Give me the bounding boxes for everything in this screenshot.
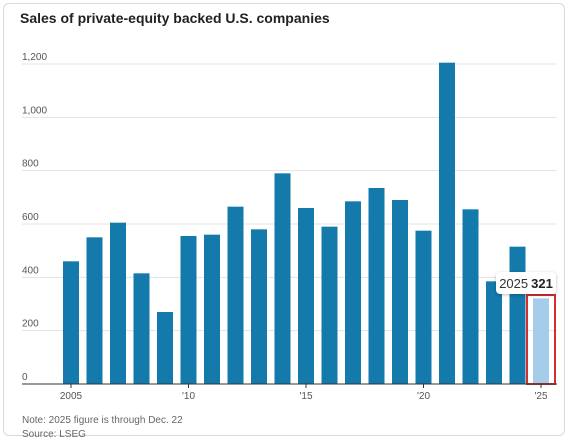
bar-2012 bbox=[227, 206, 244, 384]
callout-year: 2025 bbox=[499, 275, 529, 291]
bar-2016 bbox=[321, 226, 338, 384]
bar-2022 bbox=[462, 209, 479, 384]
y-tick-label: 800 bbox=[22, 159, 39, 170]
bar-2013 bbox=[251, 229, 267, 384]
bar-2021 bbox=[439, 62, 455, 385]
bar-2014 bbox=[274, 173, 291, 384]
bars bbox=[63, 62, 556, 385]
bar-2010 bbox=[180, 236, 197, 384]
bar-2006 bbox=[86, 237, 103, 384]
highlight-callout: 2025 321 bbox=[496, 272, 556, 294]
y-tick-label: 1,000 bbox=[22, 105, 47, 116]
bar-2018 bbox=[368, 188, 385, 384]
y-tick-label: 400 bbox=[22, 265, 39, 276]
chart-title: Sales of private-equity backed U.S. comp… bbox=[20, 10, 330, 26]
bar-2011 bbox=[204, 234, 220, 384]
bar-2009 bbox=[157, 312, 173, 384]
bar-2020 bbox=[415, 230, 432, 384]
bar-2015 bbox=[298, 208, 314, 384]
x-tick-label: 2005 bbox=[60, 391, 83, 402]
y-tick-label: 1,200 bbox=[22, 52, 47, 63]
x-tick-label: '25 bbox=[534, 391, 547, 402]
chart-frame bbox=[3, 3, 565, 436]
y-tick-label: 200 bbox=[22, 319, 39, 330]
chart-note: Note: 2025 figure is through Dec. 22 bbox=[22, 415, 183, 426]
chart-source: Source: LSEG bbox=[22, 429, 86, 440]
callout-value: 321 bbox=[531, 275, 553, 291]
bar-2007 bbox=[110, 222, 126, 384]
x-tick-label: '15 bbox=[299, 391, 312, 402]
bar-2019 bbox=[392, 200, 408, 384]
bar-2008 bbox=[133, 273, 150, 384]
y-tick-label: 600 bbox=[22, 212, 39, 223]
x-axis: 2005 '10 '15 '20 '25 bbox=[22, 383, 557, 402]
bar-2017 bbox=[345, 201, 361, 384]
bar-2025 bbox=[533, 298, 549, 384]
bar-2024 bbox=[509, 246, 526, 384]
x-tick-label: '20 bbox=[417, 391, 430, 402]
bar-2005 bbox=[63, 261, 79, 384]
x-tick-label: '10 bbox=[182, 391, 195, 402]
y-tick-label: 0 bbox=[22, 372, 28, 383]
bar-2023 bbox=[486, 281, 502, 384]
